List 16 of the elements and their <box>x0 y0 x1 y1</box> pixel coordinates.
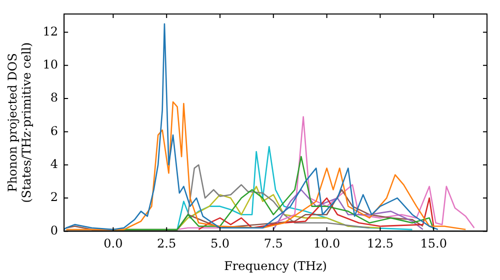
x-tick-label: 5.0 <box>210 236 230 251</box>
y-tick-label: 10 <box>42 58 58 72</box>
x-tick-label: 0.0 <box>104 236 123 251</box>
y-tick-label: 8 <box>50 90 58 105</box>
y-tick-label: 2 <box>50 190 58 204</box>
x-tick-label: 12.5 <box>366 236 394 251</box>
y-tick-label: 4 <box>50 157 58 172</box>
y-tick-label: 0 <box>50 223 58 238</box>
x-tick-label: 15.0 <box>420 236 447 251</box>
y-tick-label: 12 <box>42 24 58 38</box>
y-axis-title: Phonon projected DOS (States/THz·primitive cell) <box>5 42 34 203</box>
x-tick-label: 10.0 <box>313 236 340 251</box>
x-axis-title: Frequency (THz) <box>224 258 327 273</box>
x-tick-label: 7.5 <box>264 236 283 251</box>
x-tick-label: 2.5 <box>157 236 176 251</box>
y-tick-label: 6 <box>50 124 58 138</box>
